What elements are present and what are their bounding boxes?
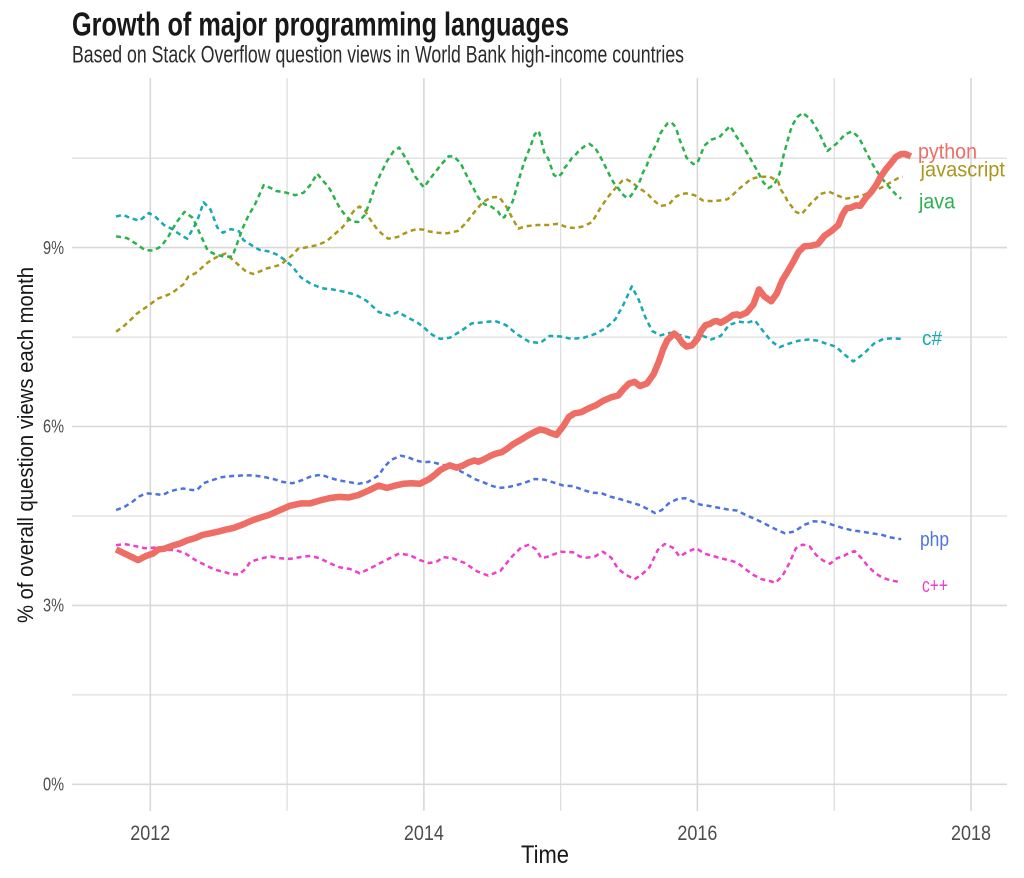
- svg-text:9%: 9%: [43, 237, 64, 258]
- svg-text:c#: c#: [922, 328, 943, 350]
- svg-text:c++: c++: [922, 575, 948, 597]
- svg-text:% of overall question views ea: % of overall question views each month: [13, 267, 38, 623]
- svg-text:2018: 2018: [951, 822, 991, 845]
- svg-text:6%: 6%: [43, 416, 64, 437]
- svg-text:php: php: [920, 529, 949, 551]
- svg-text:Based on Stack Overflow questi: Based on Stack Overflow question views i…: [72, 41, 684, 68]
- svg-text:javascript: javascript: [920, 159, 1006, 182]
- svg-text:Growth of major programming la: Growth of major programming languages: [72, 6, 569, 43]
- svg-text:2016: 2016: [677, 822, 717, 845]
- svg-text:0%: 0%: [43, 774, 64, 795]
- svg-text:java: java: [918, 191, 955, 214]
- svg-text:2012: 2012: [130, 822, 170, 845]
- svg-text:python: python: [918, 141, 977, 164]
- svg-text:Time: Time: [521, 841, 569, 869]
- svg-text:2014: 2014: [404, 822, 444, 845]
- svg-text:3%: 3%: [43, 595, 64, 616]
